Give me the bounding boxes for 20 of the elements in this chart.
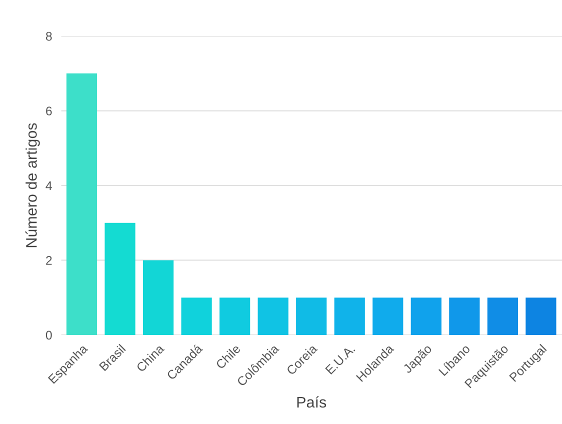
y-tick-label: 0 <box>46 330 52 340</box>
bar <box>104 222 136 335</box>
bar <box>372 298 404 335</box>
y-tick-label: 4 <box>46 181 52 190</box>
bar <box>449 298 480 335</box>
bar <box>526 298 556 335</box>
bar <box>66 73 98 335</box>
y-axis-title: Número de artigos <box>25 123 40 248</box>
bar <box>142 260 174 335</box>
y-tick-label: 8 <box>46 32 52 41</box>
x-axis-title: País <box>297 396 326 408</box>
bar <box>220 298 250 335</box>
bar <box>296 298 327 335</box>
bar <box>410 298 442 335</box>
y-tick-label: 6 <box>46 106 52 116</box>
y-tick-label: 2 <box>46 256 52 265</box>
bar <box>181 298 212 335</box>
bar <box>258 298 288 335</box>
bar <box>334 298 365 335</box>
bar <box>487 298 518 335</box>
